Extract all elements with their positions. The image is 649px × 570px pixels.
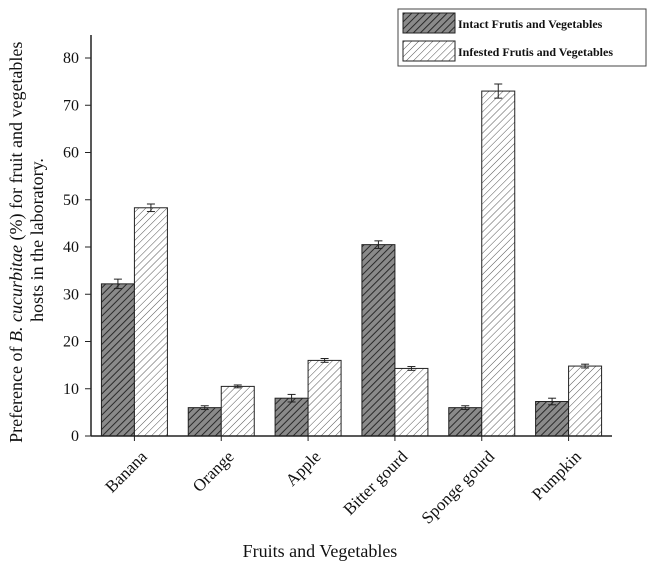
y-tick-label-0: 0 [71, 428, 79, 445]
bar-intact-1 [187, 407, 222, 437]
bars-layer [100, 83, 603, 437]
bar-intact-0 [100, 283, 135, 437]
legend-label-infested: Infested Frutis and Vegetables [458, 45, 613, 59]
legend: Intact Frutis and Vegetables Infested Fr… [397, 8, 647, 67]
bar-infested-5 [568, 365, 603, 437]
bar-infested-0 [133, 207, 168, 437]
y-axis-title-line1: Preference of B. cucurbitae (%) for frui… [6, 42, 27, 443]
legend-label-intact: Intact Frutis and Vegetables [458, 17, 603, 31]
y-tick-label-8: 80 [63, 50, 79, 67]
x-tick-label-1: Orange [189, 447, 238, 496]
bar-intact-3 [361, 244, 396, 437]
y-axis-title-prefix: Preference of [6, 342, 26, 443]
bar-infested-1 [220, 385, 255, 437]
y-axis-title: Preference of B. cucurbitae (%) for frui… [6, 37, 47, 443]
legend-swatch-intact [402, 12, 456, 34]
y-tick-label-1: 10 [63, 381, 79, 398]
y-axis-title-species: B. cucurbitae [6, 245, 26, 342]
y-tick-label-5: 50 [63, 192, 79, 209]
x-tick-label-0: Banana [101, 447, 151, 497]
bar-intact-2 [274, 397, 309, 437]
y-tick-label-6: 60 [63, 145, 79, 162]
x-tick-label-5: Pumpkin [528, 447, 585, 504]
x-tick-label-4: Sponge gourd [418, 447, 499, 528]
x-tick-label-3: Bitter gourd [339, 447, 411, 519]
y-tick-label-4: 40 [63, 239, 79, 256]
y-tick-label-2: 20 [63, 334, 79, 351]
bar-intact-4 [448, 407, 483, 437]
y-tick-label-7: 70 [63, 97, 79, 114]
y-axis-title-suffix: (%) for fruit and vegetables [6, 42, 27, 245]
bar-intact-5 [535, 401, 570, 437]
bar-infested-4 [481, 90, 516, 437]
legend-swatch-infested [402, 40, 456, 62]
y-axis-title-line2: hosts in the laboratory. [27, 158, 47, 322]
bar-infested-2 [307, 359, 342, 437]
bar-infested-3 [394, 367, 429, 437]
x-axis-title: Fruits and Vegetables [243, 541, 398, 561]
x-tick-label-2: Apple [282, 447, 325, 490]
y-tick-label-3: 30 [63, 286, 79, 303]
